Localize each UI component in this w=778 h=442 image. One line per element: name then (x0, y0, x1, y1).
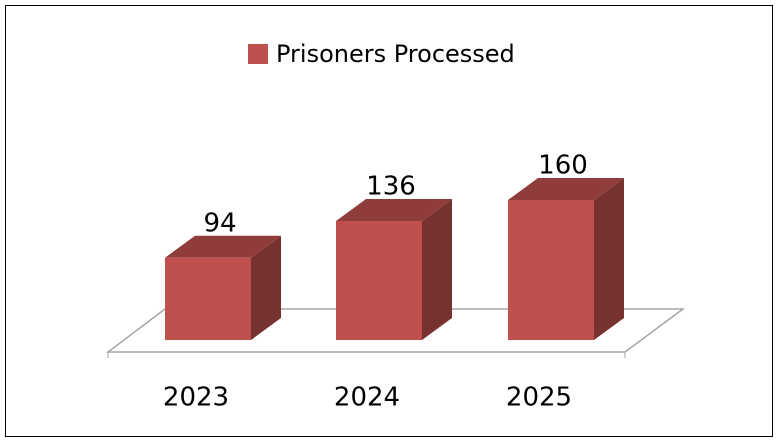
data-label: 160 (538, 151, 588, 181)
bar-side (422, 199, 452, 340)
bar-side (251, 235, 281, 340)
data-label: 136 (366, 172, 416, 202)
bar-front (165, 257, 251, 340)
bar-side (594, 178, 624, 340)
bar-top (508, 178, 624, 200)
bar-front (508, 200, 594, 340)
legend-label: Prisoners Processed (276, 40, 515, 68)
data-label: 94 (203, 208, 236, 238)
x-tick-label: 2024 (334, 383, 400, 413)
bar (165, 235, 281, 340)
bar (336, 199, 452, 340)
bar-front (336, 221, 422, 340)
bar-top (165, 235, 281, 258)
bar-top (336, 199, 452, 221)
bar (508, 178, 624, 340)
legend-swatch (248, 44, 268, 64)
x-tick-label: 2025 (506, 383, 572, 413)
x-tick-label: 2023 (163, 383, 229, 413)
